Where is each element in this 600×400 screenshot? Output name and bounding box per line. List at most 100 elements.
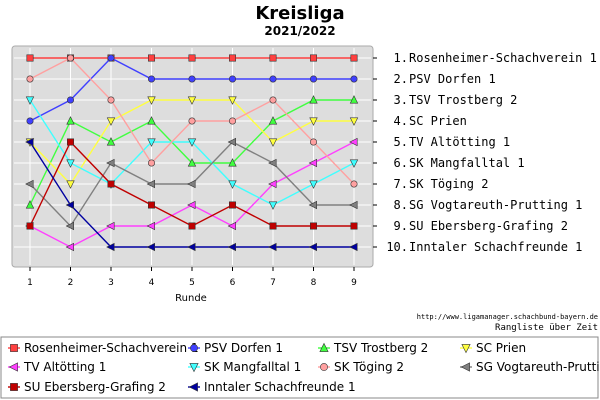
rank-label: 1. — [394, 51, 408, 65]
rank-label-team: TSV Trostberg 2 — [409, 93, 517, 107]
series-layer — [25, 54, 359, 252]
x-tick-label: 2 — [68, 278, 74, 288]
data-point — [187, 96, 197, 105]
data-point — [65, 221, 74, 231]
legend-marker — [189, 363, 199, 373]
legend-label: SC Prien — [476, 341, 526, 355]
chart-subtitle: 2021/2022 — [264, 24, 335, 38]
legend-item: TV Altötting 1 — [8, 360, 106, 374]
data-point — [268, 179, 277, 189]
rank-label-team: PSV Dorfen 1 — [409, 72, 496, 86]
data-point — [227, 242, 236, 252]
data-point — [268, 242, 277, 252]
legend-item: SK Mangfalltal 1 — [188, 360, 301, 374]
data-point — [65, 242, 74, 252]
data-point — [107, 180, 115, 188]
rank-label: 9. — [394, 219, 408, 233]
data-point — [65, 200, 74, 210]
data-point — [188, 54, 196, 62]
rank-label-team: SK Töging 2 — [409, 177, 488, 191]
data-point — [106, 137, 116, 146]
data-point — [350, 180, 358, 188]
data-point — [25, 137, 34, 147]
legend-marker — [461, 344, 471, 354]
data-point — [66, 180, 75, 189]
chart-title: Kreisliga — [255, 3, 344, 24]
legend-marker — [10, 383, 18, 391]
data-point — [148, 75, 156, 83]
data-point — [227, 221, 236, 231]
legend-item: SC Prien — [460, 341, 526, 355]
data-point — [187, 200, 196, 210]
x-tick-label: 4 — [149, 278, 155, 288]
data-point — [106, 242, 115, 252]
data-point — [350, 54, 358, 62]
x-tick-label: 7 — [270, 278, 276, 288]
data-point — [148, 54, 156, 62]
data-point — [106, 117, 116, 126]
rank-label-team: SG Vogtareuth-Prutting 1 — [409, 198, 582, 212]
data-point — [229, 201, 237, 209]
data-point — [350, 75, 358, 83]
data-point — [349, 95, 359, 104]
rank-label: 8. — [394, 198, 408, 212]
rank-label-team: SU Ebersberg-Grafing 2 — [409, 219, 568, 233]
legend-label: SK Töging 2 — [334, 360, 404, 374]
legend-item: TSV Trostberg 2 — [318, 341, 428, 355]
data-point — [187, 242, 196, 252]
data-point — [107, 54, 115, 62]
rank-label: 3. — [394, 93, 408, 107]
source-url: http://www.ligamanager.schachbund-bayern… — [417, 313, 598, 321]
data-point — [268, 201, 278, 210]
data-point — [349, 242, 358, 252]
data-point — [188, 222, 196, 230]
legend-label: Inntaler Schachfreunde 1 — [204, 380, 356, 394]
data-point — [309, 222, 317, 230]
series — [25, 137, 358, 231]
data-point — [309, 180, 318, 189]
data-point — [349, 117, 359, 126]
data-point — [188, 117, 196, 125]
legend-marker — [8, 362, 18, 372]
data-point — [146, 179, 155, 189]
rank-label-team: SK Mangfalltal 1 — [409, 156, 525, 170]
legend-label: Rosenheimer-Schachverein 1 — [24, 341, 199, 355]
data-point — [268, 158, 277, 168]
legend-label: TSV Trostberg 2 — [333, 341, 428, 355]
data-point — [309, 95, 318, 104]
data-point — [25, 96, 35, 105]
rank-label: 5. — [394, 135, 408, 149]
data-point — [349, 200, 358, 210]
chart-note: Rangliste über Zeit — [495, 323, 598, 333]
legend-item: PSV Dorfen 1 — [188, 341, 283, 355]
rank-label: 4. — [394, 114, 408, 128]
rank-label: 6. — [394, 156, 408, 170]
x-tick-label: 1 — [27, 278, 33, 288]
rank-label: 2. — [394, 72, 408, 86]
data-point — [147, 96, 156, 105]
legend-marker — [319, 342, 329, 352]
data-point — [26, 54, 34, 62]
data-point — [146, 242, 155, 252]
series — [25, 137, 358, 252]
data-point — [269, 96, 277, 104]
legend-box — [0, 336, 599, 399]
data-point — [350, 222, 358, 230]
rank-labels: 1. Rosenheimer-Schachverein 12. PSV Dorfen… — [386, 51, 597, 254]
rank-label: 10. — [386, 240, 408, 254]
data-point — [106, 158, 115, 168]
data-point — [309, 117, 318, 126]
data-point — [309, 54, 317, 62]
rank-label-team: TV Altötting 1 — [409, 135, 510, 149]
data-point — [187, 158, 197, 167]
data-point — [229, 54, 237, 62]
data-point — [309, 75, 317, 83]
data-point — [349, 137, 358, 147]
rank-label-team: Rosenheimer-Schachverein 1 — [409, 51, 597, 65]
data-point — [67, 138, 75, 146]
data-point — [66, 116, 75, 125]
legend-label: SK Mangfalltal 1 — [204, 360, 301, 374]
data-point — [308, 158, 318, 168]
data-point — [187, 138, 197, 147]
